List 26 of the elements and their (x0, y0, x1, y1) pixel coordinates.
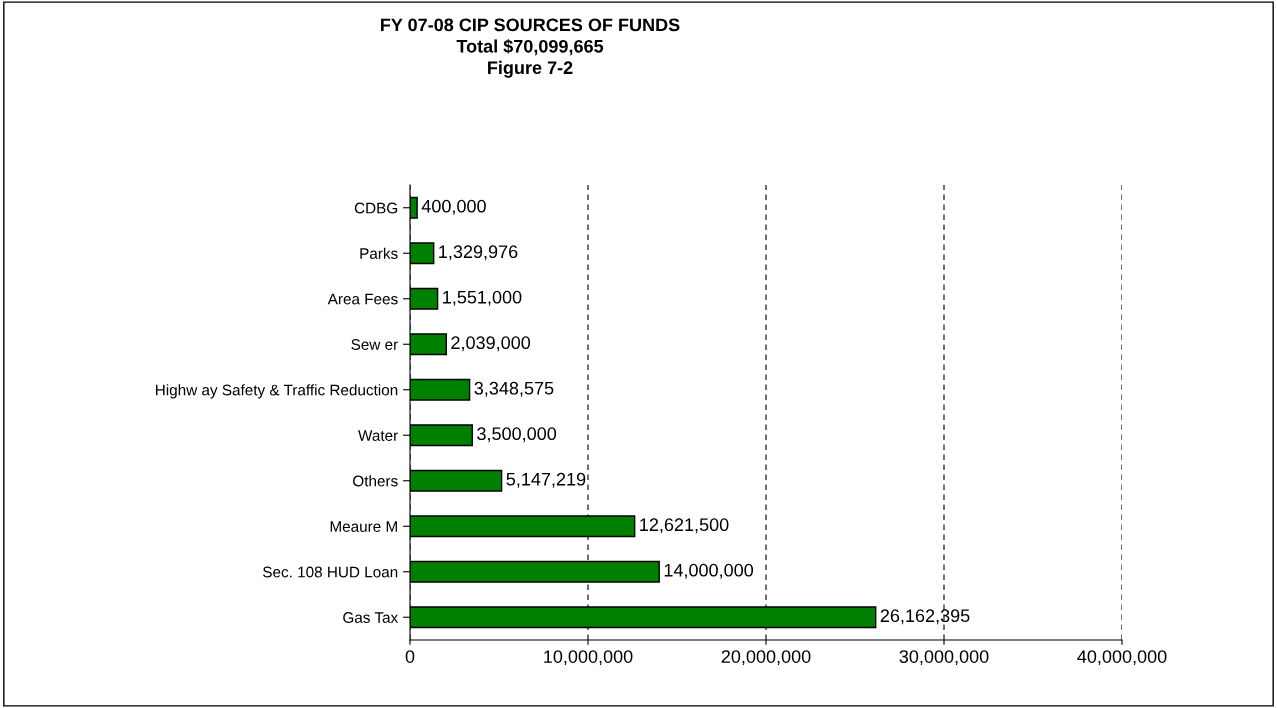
y-tick-label: Meaure M (330, 521, 397, 532)
data-label: 12,621,500 (640, 518, 729, 534)
y-tick-label: Others (353, 475, 398, 487)
x-tick-label: 40,000,000 (1077, 650, 1167, 666)
x-tick-label: 30,000,000 (899, 650, 989, 666)
data-label: 3,348,575 (474, 381, 554, 397)
y-tick-label: Gas Tax (343, 612, 399, 623)
data-label: 400,000 (421, 199, 486, 215)
y-tick-label: Water (358, 430, 398, 441)
data-label: 5,147,219 (506, 472, 586, 488)
data-label: 1,551,000 (443, 290, 522, 306)
data-label: 2,039,000 (451, 336, 531, 352)
y-tick-label: Parks (360, 247, 398, 259)
y-tick-label: Sew er (351, 339, 398, 350)
chart-title: FY 07-08 CIP SOURCES OF FUNDS Total $70,099,665 Figure 7-2 (381, 18, 680, 78)
x-tick-label: 0 (405, 650, 415, 663)
data-label: 26,162,395 (880, 609, 970, 625)
data-label: 14,000,000 (664, 563, 754, 579)
y-tick-label: Area Fees (327, 293, 398, 305)
y-tick-label: Sec. 108 HUD Loan (263, 566, 398, 578)
data-label: 3,500,000 (477, 427, 557, 443)
x-tick-label: 10,000,000 (544, 650, 633, 666)
y-tick-label: CDBG (354, 202, 398, 214)
data-label: 1,329,976 (439, 245, 518, 261)
y-tick-label: Highw ay Safety & Traffic Reduction (156, 384, 398, 399)
x-tick-label: 20,000,000 (721, 650, 811, 666)
